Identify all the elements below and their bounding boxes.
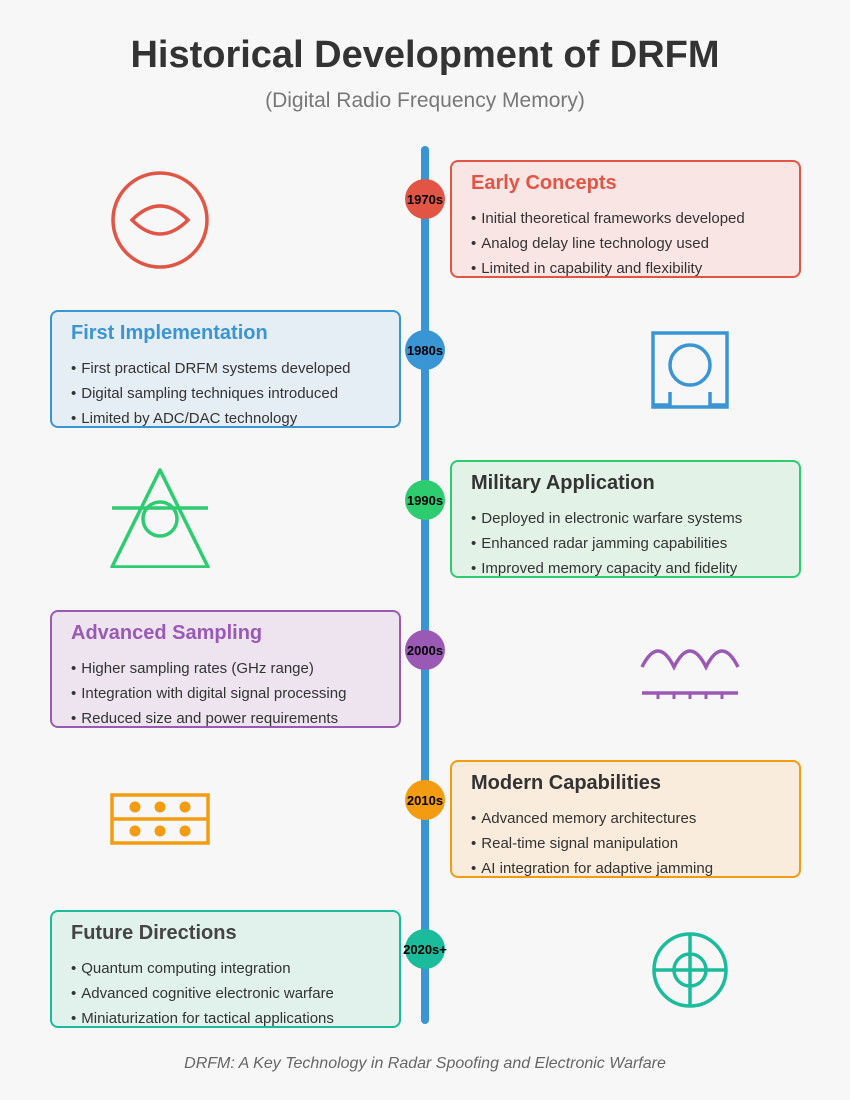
era-marker-1970s: 1970s bbox=[405, 179, 445, 219]
era-title: Future Directions bbox=[71, 922, 237, 944]
era-label: 2010s bbox=[406, 792, 444, 808]
timeline-spine bbox=[421, 146, 429, 1024]
era-title: Modern Capabilities bbox=[471, 772, 662, 794]
era-label: 2000s bbox=[406, 642, 444, 658]
eye-icon bbox=[111, 171, 209, 269]
era-item: Miniaturization for tactical application… bbox=[71, 1006, 334, 1031]
era-marker-1980s: 1980s bbox=[405, 330, 445, 370]
era-card-2000s: Advanced Sampling Higher sampling rates … bbox=[50, 610, 401, 728]
era-card-1970s: Early Concepts Initial theoretical frame… bbox=[450, 160, 801, 278]
era-item: Analog delay line technology used bbox=[471, 231, 745, 256]
era-label: 1990s bbox=[406, 492, 444, 508]
era-items: Higher sampling rates (GHz range) Integr… bbox=[71, 656, 346, 731]
era-item: Quantum computing integration bbox=[71, 956, 334, 981]
page-subtitle: (Digital Radio Frequency Memory) bbox=[265, 89, 585, 112]
era-label: 1970s bbox=[406, 191, 444, 207]
era-item: First practical DRFM systems developed bbox=[71, 356, 350, 381]
era-items: Initial theoretical frameworks developed… bbox=[471, 206, 745, 281]
era-items: Advanced memory architectures Real-time … bbox=[471, 806, 713, 881]
triangle-emblem-icon bbox=[110, 468, 210, 568]
era-marker-2010s: 2010s bbox=[405, 780, 445, 820]
era-items: First practical DRFM systems developed D… bbox=[71, 356, 351, 431]
era-marker-2020s: 2020s+ bbox=[403, 929, 447, 969]
memory-chip-icon bbox=[110, 793, 210, 845]
page-title: Historical Development of DRFM bbox=[130, 34, 720, 76]
era-item: Digital sampling techniques introduced bbox=[71, 381, 351, 406]
circuit-board-icon bbox=[651, 331, 729, 409]
era-title: Early Concepts bbox=[471, 172, 617, 194]
footer-caption: DRFM: A Key Technology in Radar Spoofing… bbox=[184, 1055, 666, 1072]
era-item: AI integration for adaptive jamming bbox=[471, 856, 713, 881]
era-item: Real-time signal manipulation bbox=[471, 831, 713, 856]
era-title: Advanced Sampling bbox=[71, 622, 263, 644]
era-item: Limited by ADC/DAC technology bbox=[71, 406, 351, 431]
era-item: Higher sampling rates (GHz range) bbox=[71, 656, 346, 681]
era-card-2010s: Modern Capabilities Advanced memory arch… bbox=[450, 760, 801, 878]
era-item: Integration with digital signal processi… bbox=[71, 681, 346, 706]
era-item: Improved memory capacity and fidelity bbox=[471, 556, 742, 581]
era-item: Limited in capability and flexibility bbox=[471, 256, 745, 281]
era-item: Reduced size and power requirements bbox=[71, 706, 346, 731]
era-title: Military Application bbox=[471, 472, 655, 494]
era-marker-1990s: 1990s bbox=[405, 480, 445, 520]
era-items: Deployed in electronic warfare systems E… bbox=[471, 506, 742, 581]
era-item: Advanced memory architectures bbox=[471, 806, 713, 831]
era-item: Enhanced radar jamming capabilities bbox=[471, 531, 742, 556]
waveform-icon bbox=[640, 649, 740, 699]
target-icon bbox=[652, 932, 728, 1008]
era-marker-2000s: 2000s bbox=[405, 630, 445, 670]
era-card-2020s: Future Directions Quantum computing inte… bbox=[50, 910, 401, 1028]
era-item: Deployed in electronic warfare systems bbox=[471, 506, 742, 531]
era-items: Quantum computing integration Advanced c… bbox=[71, 956, 334, 1031]
era-title: First Implementation bbox=[71, 322, 268, 344]
era-label: 1980s bbox=[406, 342, 444, 358]
era-card-1990s: Military Application Deployed in electro… bbox=[450, 460, 801, 578]
era-card-1980s: First Implementation First practical DRF… bbox=[50, 310, 401, 428]
era-item: Initial theoretical frameworks developed bbox=[471, 206, 744, 231]
era-label: 2020s+ bbox=[403, 941, 447, 957]
era-item: Advanced cognitive electronic warfare bbox=[71, 981, 334, 1006]
